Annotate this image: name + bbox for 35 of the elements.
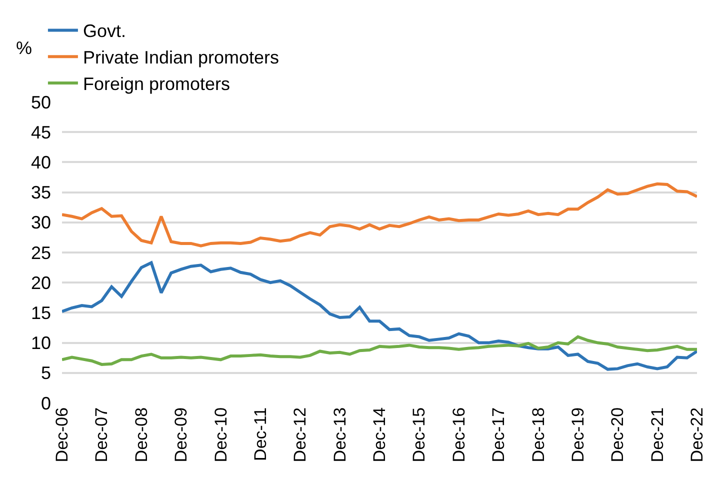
- y-tick-label: 25: [30, 242, 51, 263]
- line-series: [62, 182, 697, 248]
- y-tick-label: 0: [40, 393, 51, 414]
- y-axis-title: %: [16, 38, 32, 58]
- x-tick-label: Dec-09: [172, 407, 191, 462]
- x-tick-label: Dec-19: [568, 407, 588, 462]
- y-tick-label: 5: [40, 363, 51, 384]
- x-tick-label: Dec-10: [211, 407, 230, 462]
- legend-label: Foreign promoters: [82, 74, 230, 94]
- x-tick-label: Dec-08: [132, 407, 151, 462]
- y-tick-label: 15: [30, 303, 51, 323]
- x-tick-label: Dec-17: [489, 407, 508, 462]
- x-tick-label: Dec-22: [688, 407, 707, 462]
- x-tick-label: Dec-11: [250, 407, 270, 461]
- x-tick-label: Dec-13: [330, 407, 350, 462]
- y-tick-label: 10: [30, 333, 51, 354]
- y-tick-label: 40: [30, 152, 51, 172]
- y-tick-label: 50: [30, 92, 51, 112]
- x-tick-label: Dec-07: [92, 407, 112, 462]
- line-series: [62, 261, 697, 371]
- x-tick-label: Dec-15: [410, 407, 429, 462]
- x-tick-label: Dec-12: [290, 407, 310, 462]
- y-tick-label: 45: [30, 122, 51, 142]
- line-series: [62, 335, 697, 366]
- x-tick-label: Dec-06: [52, 407, 72, 462]
- legend-label: Private Indian promoters: [82, 48, 280, 68]
- x-tick-label: Dec-14: [370, 407, 390, 462]
- x-tick-label: Dec-21: [648, 407, 667, 462]
- y-tick-label: 20: [30, 272, 51, 293]
- x-tick-label: Dec-16: [449, 407, 468, 462]
- x-tick-label: Dec-18: [528, 407, 548, 462]
- y-tick-label: 30: [30, 212, 51, 233]
- legend-label: Govt.: [82, 21, 126, 42]
- y-tick-label: 35: [30, 182, 51, 203]
- x-tick-label: Dec-20: [608, 407, 628, 462]
